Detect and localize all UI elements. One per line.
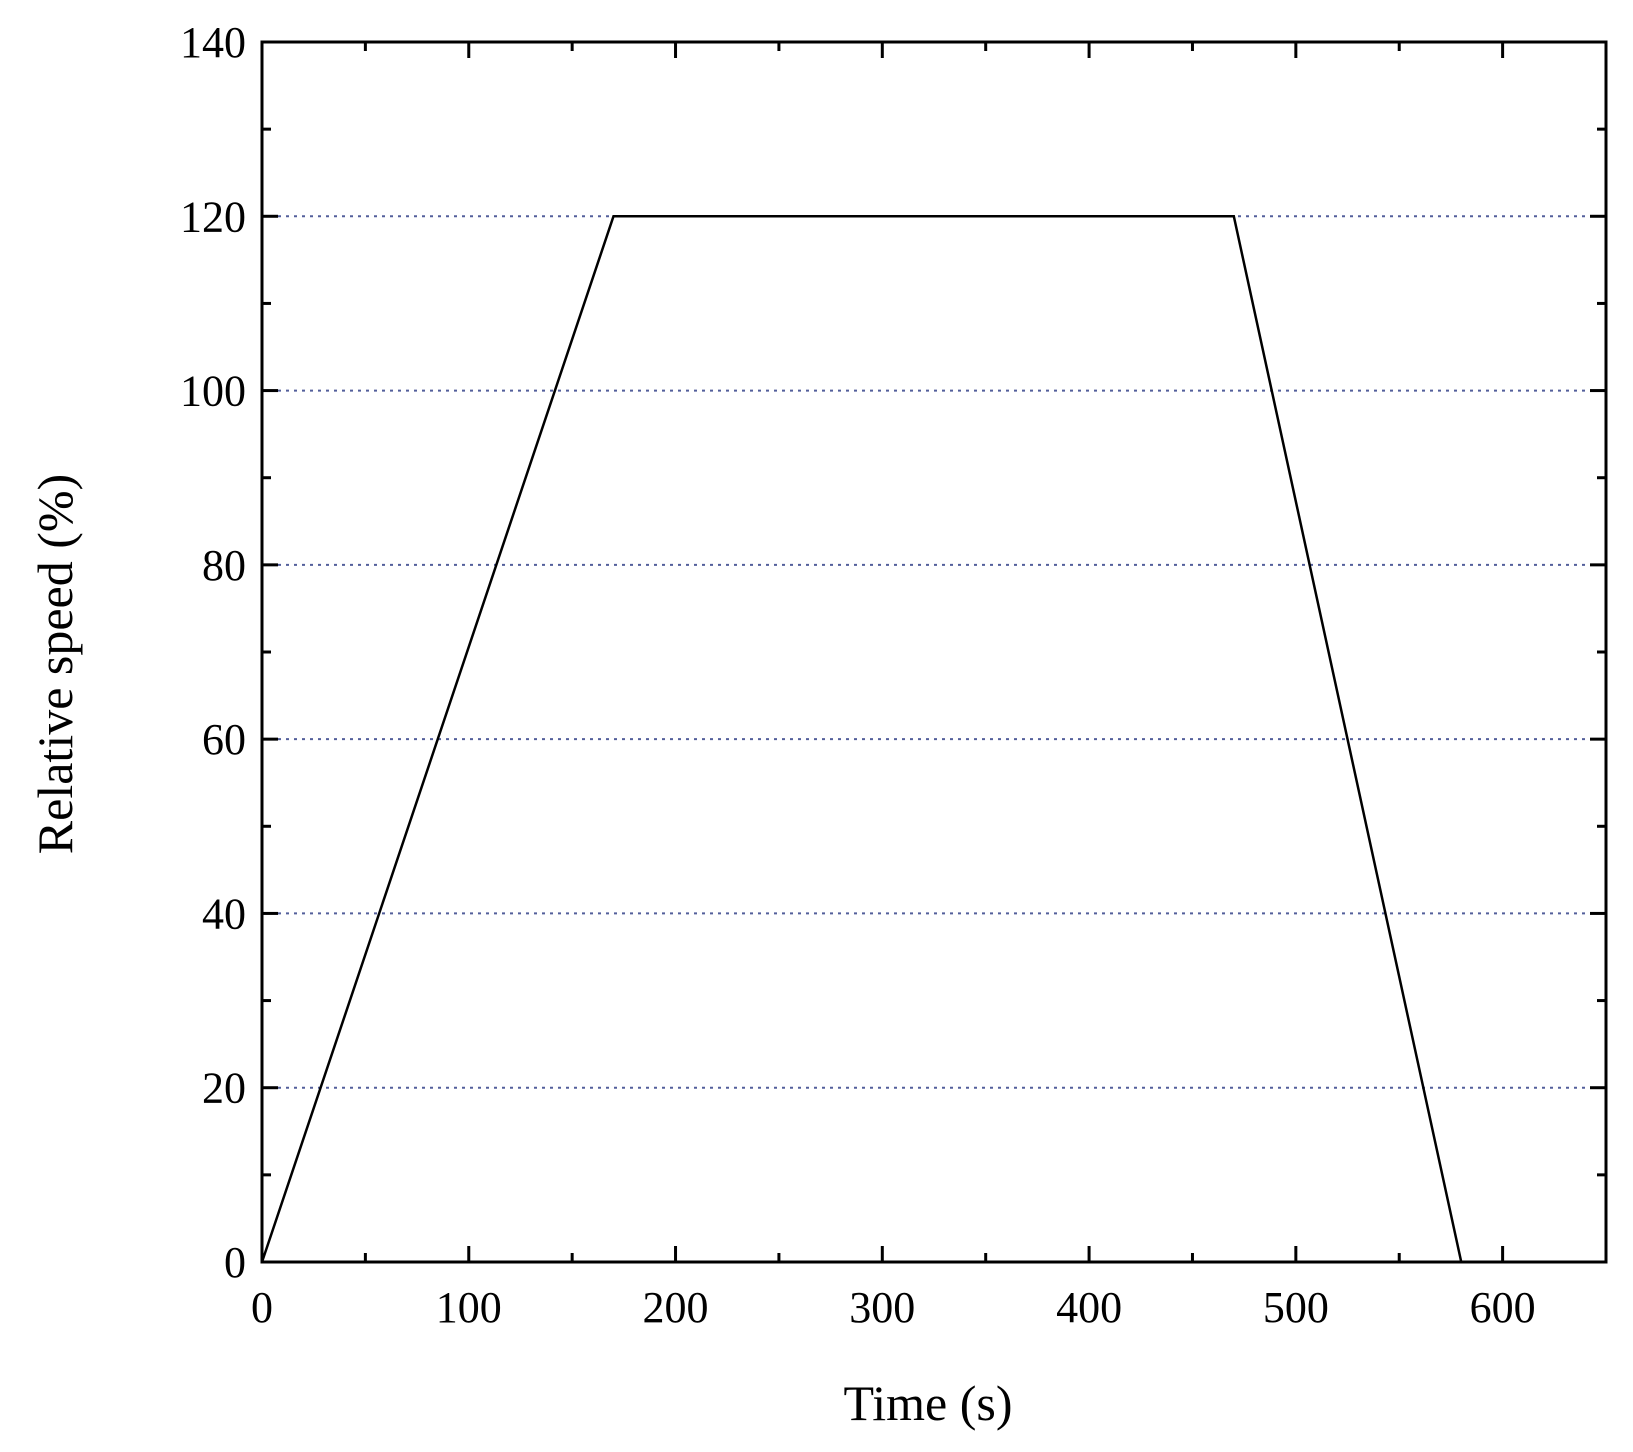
y-tick-label-120: 120 bbox=[180, 192, 246, 241]
y-tick-label-100: 100 bbox=[180, 367, 246, 416]
x-axis-title: Time (s) bbox=[843, 1375, 1012, 1431]
x-tick-label-0: 0 bbox=[251, 1283, 273, 1332]
y-axis-title: Relative speed (%) bbox=[27, 474, 83, 854]
y-tick-label-40: 40 bbox=[202, 889, 246, 938]
x-tick-label-100: 100 bbox=[436, 1283, 502, 1332]
x-tick-label-600: 600 bbox=[1470, 1283, 1536, 1332]
axes-frame bbox=[260, 40, 1608, 1264]
y-tick-label-60: 60 bbox=[202, 715, 246, 764]
x-tick-label-400: 400 bbox=[1056, 1283, 1122, 1332]
x-tick-label-300: 300 bbox=[849, 1283, 915, 1332]
y-tick-label-80: 80 bbox=[202, 541, 246, 590]
tick-marks bbox=[260, 40, 1608, 1264]
series-layer bbox=[260, 215, 1463, 1263]
x-tick-label-200: 200 bbox=[643, 1283, 709, 1332]
tick-labels: 0 100 200 300 400 500 600 0 20 40 60 80 100 120 140 bbox=[180, 18, 1536, 1332]
y-tick-label-0: 0 bbox=[224, 1238, 246, 1287]
plot-frame bbox=[260, 40, 1608, 1264]
y-tick-label-140: 140 bbox=[180, 18, 246, 67]
grid-layer bbox=[262, 215, 1606, 1089]
x-tick-label-500: 500 bbox=[1263, 1283, 1329, 1332]
y-tick-label-20: 20 bbox=[202, 1064, 246, 1113]
series-line-0 bbox=[260, 215, 1463, 1263]
